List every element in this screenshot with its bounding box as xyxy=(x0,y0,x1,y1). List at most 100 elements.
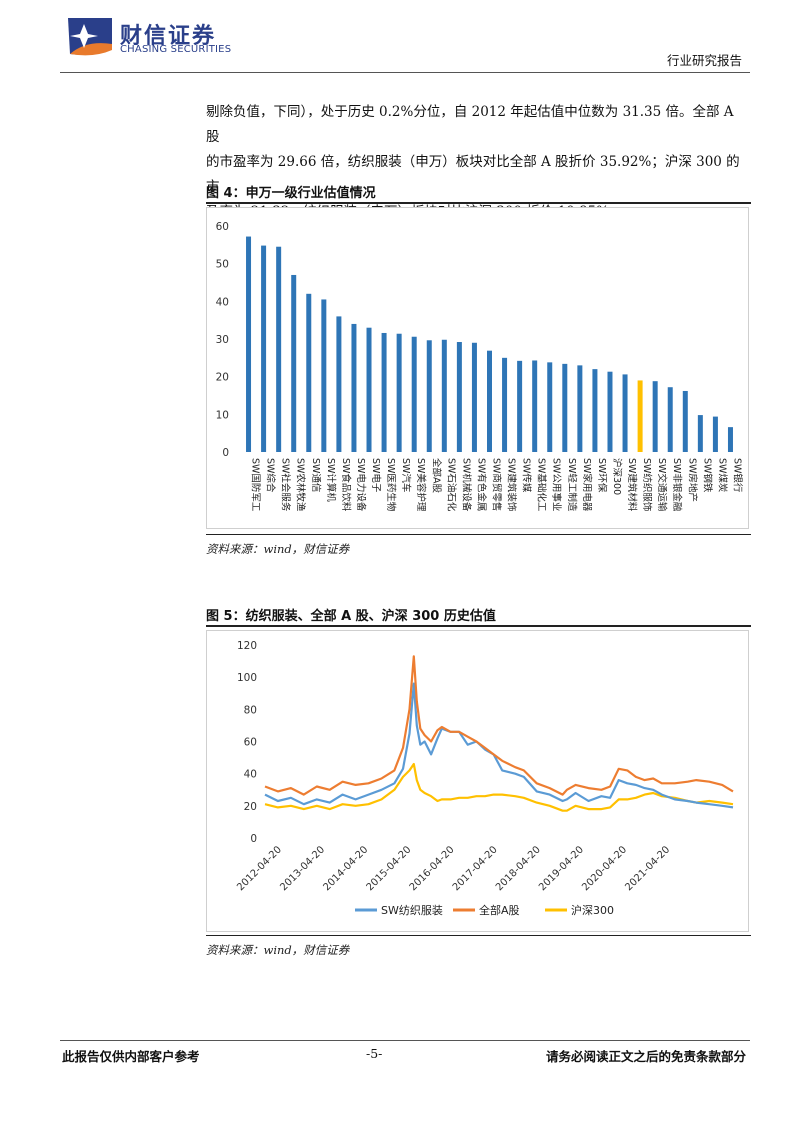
x-tick-label: 2019-04-20 xyxy=(537,844,586,893)
x-tick-label: SW家用电器 xyxy=(581,458,593,512)
bar xyxy=(471,342,477,452)
y-tick-label: 40 xyxy=(216,296,229,308)
x-tick-label: SW医药生物 xyxy=(385,458,397,512)
report-type: 行业研究报告 xyxy=(666,53,742,68)
y-tick-label: 0 xyxy=(222,447,229,459)
x-tick-label: SW环保 xyxy=(596,458,608,493)
bar xyxy=(351,323,357,452)
bar xyxy=(276,246,282,452)
page-number: -5- xyxy=(366,1046,383,1061)
bar xyxy=(396,333,402,452)
bar xyxy=(712,416,718,452)
x-tick-label: SW社会服务 xyxy=(280,458,292,512)
x-tick-label: SW有色金属 xyxy=(475,458,487,511)
x-tick-label: SW食品饮料 xyxy=(340,458,352,512)
bar xyxy=(577,365,583,452)
x-tick-label: 2017-04-20 xyxy=(451,844,500,893)
company-logo-icon xyxy=(68,18,112,56)
bar xyxy=(517,360,523,452)
bar xyxy=(682,390,688,452)
x-tick-label: SW通信 xyxy=(310,458,322,492)
x-tick-label: SW国防军工 xyxy=(250,458,262,512)
x-tick-label: 2016-04-20 xyxy=(408,844,457,893)
series-line xyxy=(264,682,734,809)
x-tick-label: 2021-04-20 xyxy=(623,844,672,893)
figure4-source: 资料来源：wind，财信证券 xyxy=(206,542,350,556)
x-tick-label: SW农林牧渔 xyxy=(295,458,307,512)
bar xyxy=(727,427,733,452)
bar xyxy=(321,299,327,452)
bar xyxy=(261,245,267,452)
bar xyxy=(246,236,252,452)
y-tick-label: 60 xyxy=(216,221,229,233)
x-tick-label: SW纺织服饰 xyxy=(641,458,653,511)
legend-label: 沪深300 xyxy=(571,903,614,917)
figure4-caption-rule xyxy=(206,202,751,204)
y-tick-label: 80 xyxy=(244,704,257,716)
y-tick-label: 20 xyxy=(244,801,257,813)
y-tick-label: 100 xyxy=(237,672,257,684)
bar xyxy=(607,371,613,452)
bar xyxy=(456,342,462,452)
y-tick-label: 120 xyxy=(237,640,257,652)
bar xyxy=(592,369,598,452)
figure5-line-chart: 0 20 40 60 80 100 120 2012-04-202013-04-202014-… xyxy=(235,640,734,917)
x-tick-label: 2012-04-20 xyxy=(235,844,284,893)
figure4-chart-frame: 0 10 20 30 40 50 60 SW国防军工 SW综合 SW社会服务 SW农林牧渔 SW通信 S… xyxy=(206,207,749,529)
series-line xyxy=(264,762,734,812)
x-tick-label: 2015-04-20 xyxy=(365,844,414,893)
x-tick-label: SW交通运输 xyxy=(656,458,668,512)
bar xyxy=(381,332,387,452)
footer-divider xyxy=(60,1040,750,1041)
footer-disclaimer-left: 此报告仅供内部客户参考 xyxy=(62,1049,200,1064)
figure5-bottom-rule xyxy=(206,935,751,936)
figure5-caption-rule xyxy=(206,625,751,627)
bar xyxy=(487,350,492,452)
x-tick-label: SW基础化工 xyxy=(536,458,548,512)
bar xyxy=(306,293,312,452)
x-tick-label: SW汽车 xyxy=(400,458,412,492)
bar xyxy=(411,336,417,452)
x-tick-label: SW美容护理 xyxy=(415,458,427,512)
bar xyxy=(366,327,372,452)
x-tick-label: SW房地产 xyxy=(686,458,698,502)
x-tick-label: SW传媒 xyxy=(521,458,533,493)
bar xyxy=(291,274,297,452)
bar xyxy=(426,340,432,452)
x-tick-label: SW电子 xyxy=(370,458,382,493)
x-tick-label: SW煤炭 xyxy=(716,458,728,493)
x-tick-label: SW机械设备 xyxy=(460,458,472,512)
x-tick-label: SW轻工制造 xyxy=(566,458,578,512)
legend-label: 全部A股 xyxy=(479,903,520,917)
y-tick-label: 10 xyxy=(216,409,229,421)
figure5-caption: 图 5：纺织服装、全部 A 股、沪深 300 历史估值 xyxy=(206,609,496,624)
x-tick-label: SW电力设备 xyxy=(355,458,367,512)
series-line xyxy=(264,655,734,796)
bar xyxy=(652,381,658,452)
footer-disclaimer-right: 请务必阅读正文之后的免责条款部分 xyxy=(545,1049,746,1064)
x-tick-label: SW非银金融 xyxy=(671,458,683,512)
bar xyxy=(622,374,628,452)
body-line: 剔除负值，下同），处于历史 0.2%分位，自 2012 年起估值中位数为 31.… xyxy=(206,104,734,145)
bar xyxy=(502,357,508,452)
x-tick-label: SW建筑装饰 xyxy=(506,458,518,511)
body-line: 的市盈率为 29.66 倍，纺织服装（申万）板块对比全部 A 股折价 35.92… xyxy=(206,154,740,195)
x-tick-label: SW公用事业 xyxy=(551,458,563,511)
x-tick-label: 2013-04-20 xyxy=(278,844,327,893)
x-tick-label: 2014-04-20 xyxy=(321,844,370,893)
y-tick-label: 50 xyxy=(216,259,229,271)
x-tick-label: SW商贸零售 xyxy=(491,458,503,511)
bar xyxy=(547,362,553,452)
x-tick-label: 2018-04-20 xyxy=(494,844,543,893)
x-tick-label: SW钢铁 xyxy=(701,458,713,493)
x-tick-label: SW综合 xyxy=(265,458,277,493)
figure5-source: 资料来源：wind，财信证券 xyxy=(206,943,350,957)
x-tick-label: SW银行 xyxy=(731,458,743,493)
x-tick-label: SW计算机 xyxy=(325,458,337,502)
y-tick-label: 20 xyxy=(216,372,229,384)
y-tick-label: 0 xyxy=(250,833,257,845)
company-name-en: CHASING SECURITIES xyxy=(120,44,232,55)
bar xyxy=(562,363,568,452)
y-tick-label: 40 xyxy=(244,769,257,781)
